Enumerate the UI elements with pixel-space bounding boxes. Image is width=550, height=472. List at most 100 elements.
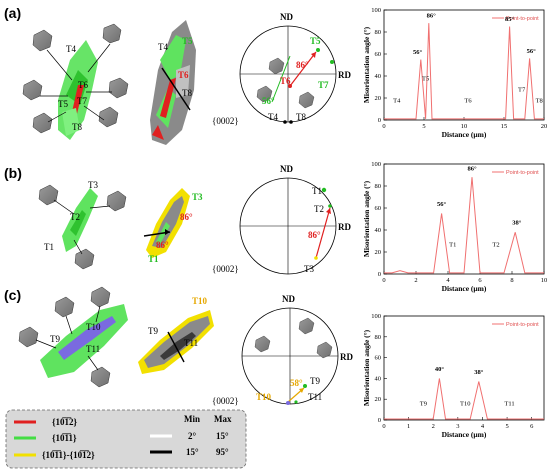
map2-label-t4: T4 xyxy=(158,42,168,52)
map-label-t5: T5 xyxy=(58,99,68,109)
map2-label-t1: T1 xyxy=(148,254,159,264)
hcp-cube-icon xyxy=(38,184,59,206)
series-line-point-to-point xyxy=(384,378,544,420)
pole-label: 56° xyxy=(262,96,275,106)
y-tick-label: 0 xyxy=(378,271,381,278)
pole-plane-label: {0002} xyxy=(212,116,239,126)
pole-label: T1 xyxy=(312,186,322,196)
map2-label-t9: T9 xyxy=(148,326,158,336)
hcp-cube-icon xyxy=(90,286,111,308)
y-tick-label: 20 xyxy=(375,249,382,256)
data-annotation: T7 xyxy=(518,86,526,93)
y-tick-label: 100 xyxy=(371,313,381,320)
hcp-cube-icon xyxy=(106,190,127,212)
pole-figure-c: ND RD {0002} T10 58° T9 T11 xyxy=(212,294,353,406)
map-label-t7: T7 xyxy=(77,96,87,106)
data-annotation: 38° xyxy=(474,369,484,376)
panel-c-label: (c) xyxy=(4,287,21,303)
x-tick-label: 15 xyxy=(501,123,508,130)
pole-rd-label: RD xyxy=(338,222,351,232)
map-label-t10: T10 xyxy=(86,322,101,332)
map2-label-t8: T8 xyxy=(182,88,192,98)
y-tick-label: 80 xyxy=(375,183,382,190)
hcp-cube-icon xyxy=(74,248,95,270)
y-tick-label: 20 xyxy=(375,95,382,102)
pole-label: T3 xyxy=(304,264,314,274)
y-tick-label: 0 xyxy=(378,117,381,124)
map-label-t1: T1 xyxy=(44,242,54,252)
x-tick-label: 5 xyxy=(505,423,508,430)
y-tick-label: 100 xyxy=(371,161,381,168)
hcp-cube-icon xyxy=(32,29,53,52)
legend-min-value: 2° xyxy=(188,431,197,441)
x-tick-label: 0 xyxy=(382,123,385,130)
x-tick-label: 6 xyxy=(530,423,534,430)
pole-label: T2 xyxy=(314,204,324,214)
panel-b-map-ebsd xyxy=(62,188,98,252)
legend-label: Point-to-point xyxy=(506,322,539,328)
y-axis-title: Misorientation angle (°) xyxy=(362,180,371,257)
misorientation-chart-2: 0 20 40 60 80 100 0 2 4 6 8 10 Distance (μm) Misorien… xyxy=(362,161,547,293)
map2-label-t3: T3 xyxy=(192,192,203,202)
legend-max-value: 15° xyxy=(216,431,229,441)
misorientation-chart-3: 0 20 40 60 80 100 0 1 2 3 4 5 6 Distance (μm) Misorien… xyxy=(362,313,545,439)
hcp-cube-icon xyxy=(18,326,39,348)
panel-a-label: (a) xyxy=(4,5,21,21)
series-line-point-to-point xyxy=(384,23,544,120)
y-axis-title: Misorientation angle (°) xyxy=(362,329,371,406)
y-tick-label: 40 xyxy=(375,73,382,80)
legend-min-value: 15° xyxy=(186,447,199,457)
data-annotation: T11 xyxy=(504,400,514,407)
map-label-t4: T4 xyxy=(66,44,76,54)
data-annotation: 38° xyxy=(512,220,522,227)
panel-c-map-ebsd xyxy=(40,304,128,378)
data-annotation: T5 xyxy=(422,75,429,82)
pole-label: T9 xyxy=(310,376,320,386)
data-annotation: T2 xyxy=(492,242,499,249)
pole-label: T7 xyxy=(318,80,329,90)
data-annotation: 86° xyxy=(467,166,477,173)
legend-max-header: Max xyxy=(214,414,232,424)
x-tick-label: 4 xyxy=(481,423,485,430)
pole-nd-label: ND xyxy=(282,294,295,304)
x-tick-label: 6 xyxy=(478,277,482,284)
y-tick-label: 100 xyxy=(371,7,381,14)
x-axis-title: Distance (μm) xyxy=(442,130,487,139)
y-tick-label: 0 xyxy=(378,417,381,424)
legend-min-header: Min xyxy=(184,414,200,424)
hcp-cube-icon xyxy=(54,296,75,318)
pole-plane-label: {0002} xyxy=(212,396,239,406)
x-tick-label: 8 xyxy=(510,277,513,284)
x-axis-title: Distance (μm) xyxy=(442,284,487,293)
y-tick-label: 60 xyxy=(375,355,382,362)
x-tick-label: 10 xyxy=(461,123,468,130)
legend-item-label: {10̅1̅2} xyxy=(52,417,78,427)
panel-c-map-boundary xyxy=(138,310,214,374)
map2-label-t10: T10 xyxy=(192,296,208,306)
panel-b-label: (b) xyxy=(4,165,22,181)
legend-item-label: {10̅1̅1} xyxy=(52,433,77,443)
pointer-arrows xyxy=(53,199,111,255)
legend-box: {10̅1̅2} {10̅1̅1} {10̅1̅1}-{10̅1̅2} Min … xyxy=(5,409,247,469)
y-axis-title: Misorientation angle (°) xyxy=(362,26,371,103)
pole-rd-label: RD xyxy=(340,352,353,362)
data-annotation: 85° xyxy=(505,16,515,23)
legend-max-value: 95° xyxy=(216,447,229,457)
pole-label: T5 xyxy=(310,36,321,46)
y-tick-label: 60 xyxy=(375,205,382,212)
y-tick-label: 20 xyxy=(375,396,382,403)
hcp-cube-icon xyxy=(22,79,43,101)
data-annotation: T4 xyxy=(393,97,401,104)
data-annotation: 56° xyxy=(527,48,537,55)
map2-label-t6: T6 xyxy=(178,70,189,80)
pole-label: 86° xyxy=(308,230,321,240)
pole-figure-a: ND RD {0002} T5 T6 86° T7 56° T4 T8 xyxy=(212,12,351,126)
map-label-t3: T3 xyxy=(88,180,98,190)
x-tick-label: 5 xyxy=(422,123,425,130)
y-tick-label: 40 xyxy=(375,227,382,234)
data-annotation: 86° xyxy=(427,13,437,20)
map2-label-86b: 86° xyxy=(156,240,169,250)
plot-frame xyxy=(383,315,545,421)
data-annotation: T8 xyxy=(536,97,543,104)
